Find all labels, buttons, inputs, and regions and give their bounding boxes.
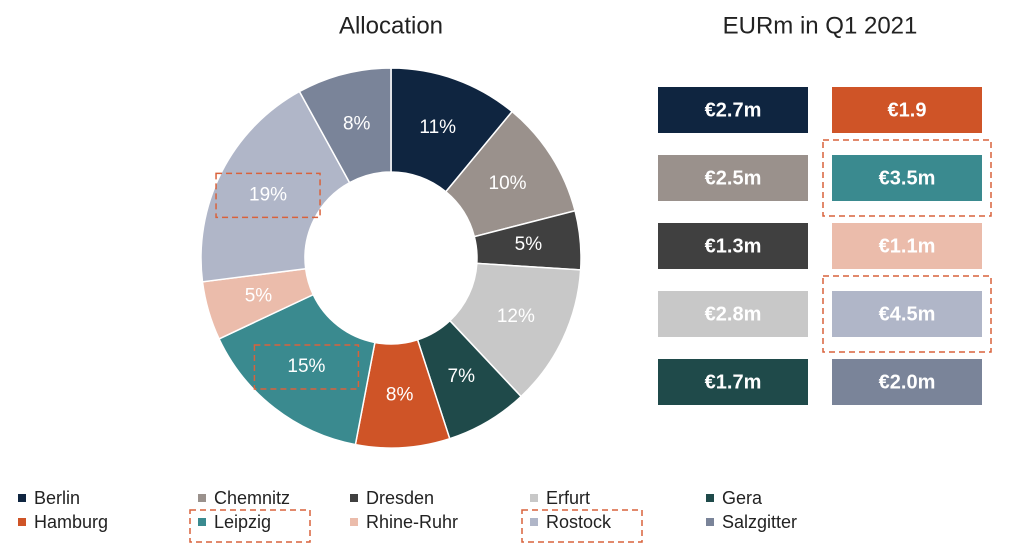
legend-label: Rostock xyxy=(546,512,612,532)
pie-label: 7% xyxy=(448,366,476,387)
pie-label: 8% xyxy=(343,113,371,134)
tile-label: €1.1m xyxy=(879,235,936,257)
tile-label: €3.5m xyxy=(879,167,936,189)
pie-label: 15% xyxy=(287,356,325,377)
value-tile xyxy=(658,87,808,133)
legend-label: Salzgitter xyxy=(722,512,797,532)
pie-segment xyxy=(298,67,392,184)
value-tile xyxy=(832,359,982,405)
tile-label: €2.7m xyxy=(705,99,762,121)
pie-segment xyxy=(200,90,351,283)
pie-label: 8% xyxy=(386,385,414,406)
value-tile xyxy=(658,291,808,337)
pie-segment xyxy=(218,293,376,446)
value-tile xyxy=(832,223,982,269)
pie-label: 11% xyxy=(419,117,456,138)
highlight-box xyxy=(189,509,311,543)
legend-swatch xyxy=(198,518,206,526)
legend-label: Chemnitz xyxy=(214,488,290,508)
value-tile xyxy=(832,155,982,201)
legend-label: Hamburg xyxy=(34,512,108,532)
legend-swatch xyxy=(530,518,538,526)
value-tile xyxy=(832,291,982,337)
pie-title: Allocation xyxy=(339,12,443,39)
legend-swatch xyxy=(350,518,358,526)
highlight-box xyxy=(822,139,992,217)
tile-label: €2.0m xyxy=(879,371,936,393)
legend-label: Berlin xyxy=(34,488,80,508)
tiles-title: EURm in Q1 2021 xyxy=(723,12,918,39)
value-tile xyxy=(832,87,982,133)
value-tile xyxy=(658,155,808,201)
pie-label: 12% xyxy=(497,306,535,327)
highlight-box xyxy=(215,172,321,219)
tile-label: €1.7m xyxy=(705,371,762,393)
highlight-box xyxy=(521,509,643,543)
tile-label: €1.9 xyxy=(888,99,927,121)
legend-swatch xyxy=(706,518,714,526)
highlight-box xyxy=(253,344,360,390)
value-tile xyxy=(658,223,808,269)
legend-label: Dresden xyxy=(366,488,434,508)
pie-label: 10% xyxy=(489,173,527,194)
tile-label: €2.5m xyxy=(705,167,762,189)
legend-swatch xyxy=(198,494,206,502)
highlight-box xyxy=(822,275,992,353)
value-tile xyxy=(658,359,808,405)
tile-label: €1.3m xyxy=(705,235,762,257)
legend-label: Gera xyxy=(722,488,763,508)
legend-swatch xyxy=(530,494,538,502)
legend-swatch xyxy=(706,494,714,502)
legend-swatch xyxy=(18,518,26,526)
legend-label: Rhine-Ruhr xyxy=(366,512,458,532)
pie-label: 5% xyxy=(515,234,543,255)
legend-label: Erfurt xyxy=(546,488,590,508)
pie-label: 19% xyxy=(249,184,287,205)
legend-swatch xyxy=(18,494,26,502)
legend-label: Leipzig xyxy=(214,512,271,532)
pie-label: 5% xyxy=(245,286,273,307)
tile-label: €4.5m xyxy=(879,303,936,325)
legend-swatch xyxy=(350,494,358,502)
tile-label: €2.8m xyxy=(705,303,762,325)
